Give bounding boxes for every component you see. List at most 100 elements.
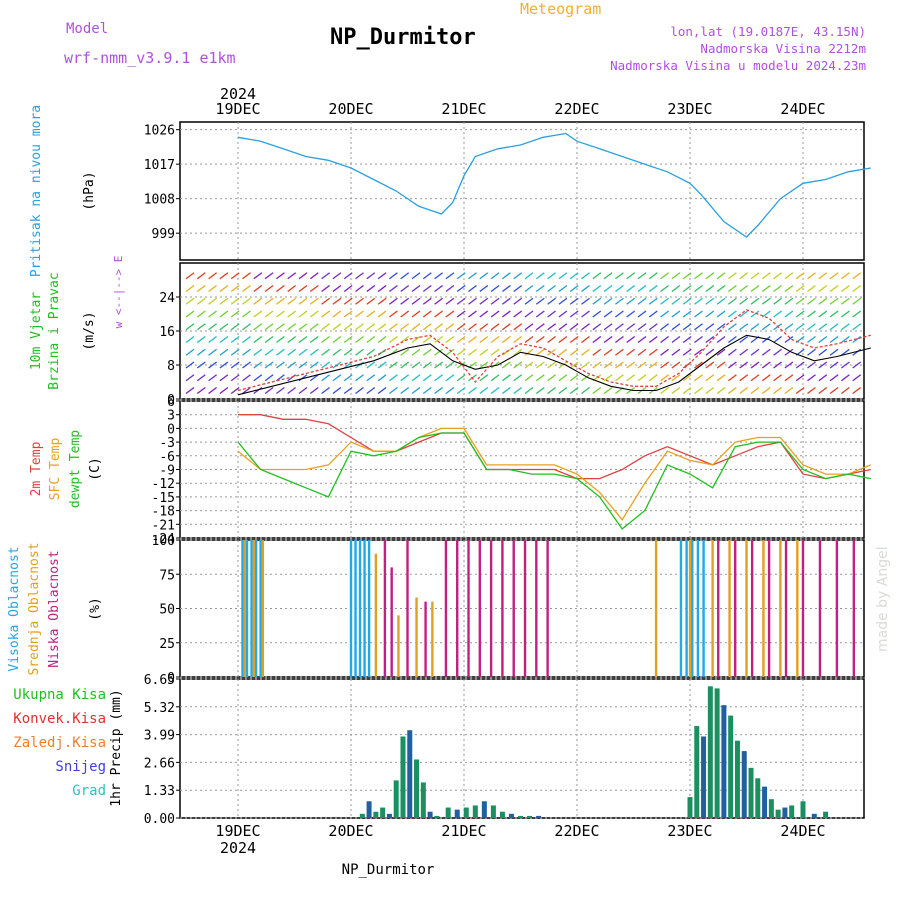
wind-barb — [343, 284, 353, 293]
wind-barb — [637, 335, 647, 344]
wind-barb — [309, 361, 319, 369]
pressure-ylabel: Pritisak na nivou mora — [29, 105, 44, 277]
wind-barb — [840, 386, 850, 395]
wind-barb — [807, 310, 816, 318]
wind-barb — [400, 323, 410, 331]
wind-barb — [343, 335, 353, 344]
y-tick-label: 24 — [159, 291, 175, 306]
wind-barb — [309, 323, 319, 331]
y-tick-label: 75 — [159, 568, 175, 583]
temp-ylabel-sfc: SFC Temp — [48, 438, 63, 501]
wind-barb — [535, 284, 545, 293]
wind-barb — [468, 386, 477, 395]
wind-barb — [445, 297, 455, 305]
wind-barb — [784, 297, 794, 305]
wind-barb — [626, 361, 636, 369]
wind-barb — [660, 335, 670, 344]
wind-barb — [196, 335, 206, 344]
footer: 2024 NP_Durmitor made by Angel — [220, 546, 891, 878]
wind-barb — [739, 310, 749, 318]
wind-barb — [253, 284, 263, 293]
wind-barb — [479, 323, 489, 331]
wind-barb — [660, 374, 670, 382]
bottom-day-label: 21DEC — [441, 822, 486, 840]
cloud-bar — [546, 540, 549, 677]
temp-line-2 — [237, 432, 871, 530]
wind-barb — [343, 323, 353, 331]
wind-barb — [569, 348, 579, 356]
wind-barb — [377, 374, 387, 382]
wind-barb — [230, 361, 240, 369]
wind-barb — [727, 374, 737, 382]
wind-barb — [682, 335, 692, 344]
wind-barb — [309, 335, 319, 344]
wind-barb — [807, 335, 816, 344]
cloud-bar — [717, 540, 720, 677]
wind-barb — [275, 374, 285, 382]
wind-barb — [705, 386, 715, 395]
wind-barb — [840, 310, 850, 318]
wind-barb — [818, 310, 828, 318]
wind-barb — [366, 310, 376, 318]
wind-barb — [355, 297, 364, 305]
wind-barb — [253, 310, 263, 318]
y-tick-label: 1008 — [144, 193, 175, 208]
wind-barb — [524, 284, 534, 293]
wind-barb — [750, 272, 760, 280]
wind-barb — [716, 386, 726, 395]
wind-barb — [513, 310, 523, 318]
model-label: Model — [66, 21, 108, 37]
y-tick-label: -6 — [159, 450, 175, 465]
wind-barb — [321, 297, 331, 305]
wind-barb — [275, 348, 285, 356]
wind-barb — [185, 297, 195, 305]
wind-barb — [388, 386, 398, 395]
wind-barb — [705, 348, 715, 356]
wind-barb — [513, 374, 523, 382]
y-tick-label: 100 — [152, 534, 175, 549]
y-tick-label: 6.65 — [144, 673, 175, 688]
wind-barb — [355, 310, 364, 318]
panel-frame — [179, 121, 865, 261]
wind-barb — [581, 284, 590, 293]
wind-barb — [230, 335, 240, 344]
wind-barb — [614, 374, 624, 382]
wind-barb — [558, 386, 568, 395]
wind-barb — [275, 386, 285, 395]
precip-legend-item: Konvek.Kisa — [13, 711, 106, 727]
wind-barb — [275, 284, 285, 293]
wind-barb — [818, 374, 828, 382]
wind-barb — [660, 284, 670, 293]
wind-barb — [332, 323, 342, 331]
wind-barb — [230, 297, 240, 305]
wind-barb — [829, 348, 839, 356]
wind-barb — [603, 310, 613, 318]
elevation-line: Nadmorska Visina 2212m — [700, 41, 866, 56]
wind-barb — [761, 374, 771, 382]
wind-barb — [242, 361, 251, 369]
wind-barb — [524, 335, 534, 344]
wind-barb — [829, 386, 839, 395]
bottom-day-label: 20DEC — [328, 822, 373, 840]
precip-bar — [393, 780, 399, 818]
wind-barb — [739, 386, 749, 395]
wind-barb — [264, 386, 274, 395]
wind-barb — [287, 348, 297, 356]
wind-barb — [501, 297, 511, 305]
top-day-label: 19DEC — [215, 100, 260, 118]
wind-barb — [456, 323, 466, 331]
wind-barb — [411, 323, 421, 331]
wind-barb — [569, 323, 579, 331]
cloud-bar — [431, 601, 434, 677]
wind-barb — [535, 386, 545, 395]
wind-barb — [456, 386, 466, 395]
wind-barb — [660, 297, 670, 305]
wind-barb — [761, 272, 771, 280]
wind-barb — [185, 335, 195, 344]
wind-barb — [694, 335, 703, 344]
wind-barb — [705, 361, 715, 369]
wind-barb — [818, 361, 828, 369]
wind-barb — [196, 374, 206, 382]
wind-barb — [739, 272, 749, 280]
